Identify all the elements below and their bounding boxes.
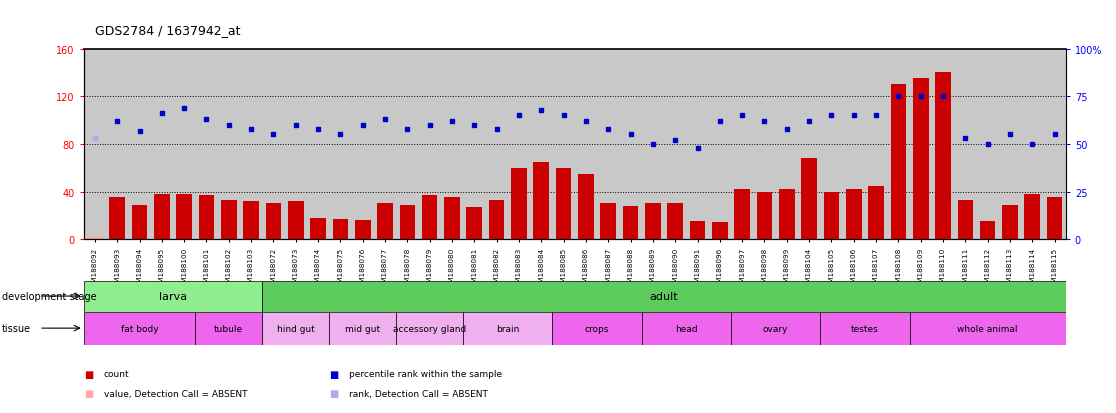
Bar <box>645 204 661 240</box>
Bar <box>396 312 463 345</box>
Bar <box>243 202 259 240</box>
Bar <box>980 222 995 240</box>
Text: rank, Detection Call = ABSENT: rank, Detection Call = ABSENT <box>349 389 488 398</box>
Bar <box>1024 195 1040 240</box>
Bar <box>132 205 147 240</box>
Bar <box>578 174 594 240</box>
Text: development stage: development stage <box>2 291 97 301</box>
Bar <box>891 85 906 240</box>
Bar <box>734 190 750 240</box>
Text: ■: ■ <box>329 388 338 398</box>
Bar <box>288 202 304 240</box>
Bar <box>757 192 772 240</box>
Text: ■: ■ <box>84 369 93 379</box>
Bar <box>195 312 262 345</box>
Bar <box>333 219 348 240</box>
Bar <box>466 207 482 240</box>
Bar <box>422 196 437 240</box>
Bar <box>310 218 326 240</box>
Bar <box>377 204 393 240</box>
Text: ■: ■ <box>84 388 93 398</box>
Bar <box>600 204 616 240</box>
Bar <box>533 162 549 240</box>
Bar <box>444 198 460 240</box>
Text: testes: testes <box>852 324 878 333</box>
Bar <box>266 204 281 240</box>
Bar <box>712 223 728 240</box>
Text: head: head <box>675 324 698 333</box>
Bar <box>846 190 862 240</box>
Text: tubule: tubule <box>214 324 243 333</box>
Text: adult: adult <box>650 291 679 301</box>
Bar <box>690 222 705 240</box>
Bar <box>556 169 571 240</box>
Bar <box>329 312 396 345</box>
Bar <box>667 204 683 240</box>
Bar <box>913 79 929 240</box>
Bar <box>935 74 951 240</box>
Bar <box>262 281 1066 312</box>
Bar <box>463 312 552 345</box>
Bar <box>400 205 415 240</box>
Bar <box>262 312 329 345</box>
Bar <box>642 312 731 345</box>
Text: hind gut: hind gut <box>277 324 315 333</box>
Bar <box>176 195 192 240</box>
Text: accessory gland: accessory gland <box>393 324 466 333</box>
Bar <box>84 312 195 345</box>
Bar <box>801 159 817 240</box>
Text: crops: crops <box>585 324 609 333</box>
Bar <box>84 281 262 312</box>
Bar <box>779 190 795 240</box>
Text: value, Detection Call = ABSENT: value, Detection Call = ABSENT <box>104 389 248 398</box>
Bar <box>824 192 839 240</box>
Text: ■: ■ <box>329 369 338 379</box>
Bar <box>868 186 884 240</box>
Bar <box>820 312 910 345</box>
Bar <box>1047 198 1062 240</box>
Bar <box>87 237 103 240</box>
Text: mid gut: mid gut <box>345 324 381 333</box>
Text: tissue: tissue <box>2 323 31 333</box>
Text: larva: larva <box>158 291 187 301</box>
Text: GDS2784 / 1637942_at: GDS2784 / 1637942_at <box>95 24 240 37</box>
Bar <box>154 195 170 240</box>
Bar <box>109 198 125 240</box>
Text: fat body: fat body <box>121 324 158 333</box>
Text: percentile rank within the sample: percentile rank within the sample <box>349 369 502 378</box>
Bar <box>489 200 504 240</box>
Bar <box>221 200 237 240</box>
Text: count: count <box>104 369 129 378</box>
Text: whole animal: whole animal <box>958 324 1018 333</box>
Bar <box>511 169 527 240</box>
Bar <box>199 196 214 240</box>
Bar <box>552 312 642 345</box>
Bar <box>623 206 638 240</box>
Text: brain: brain <box>497 324 519 333</box>
Text: ovary: ovary <box>763 324 788 333</box>
Bar <box>958 200 973 240</box>
Bar <box>1002 205 1018 240</box>
Bar <box>355 221 371 240</box>
Bar <box>731 312 820 345</box>
Bar <box>910 312 1066 345</box>
